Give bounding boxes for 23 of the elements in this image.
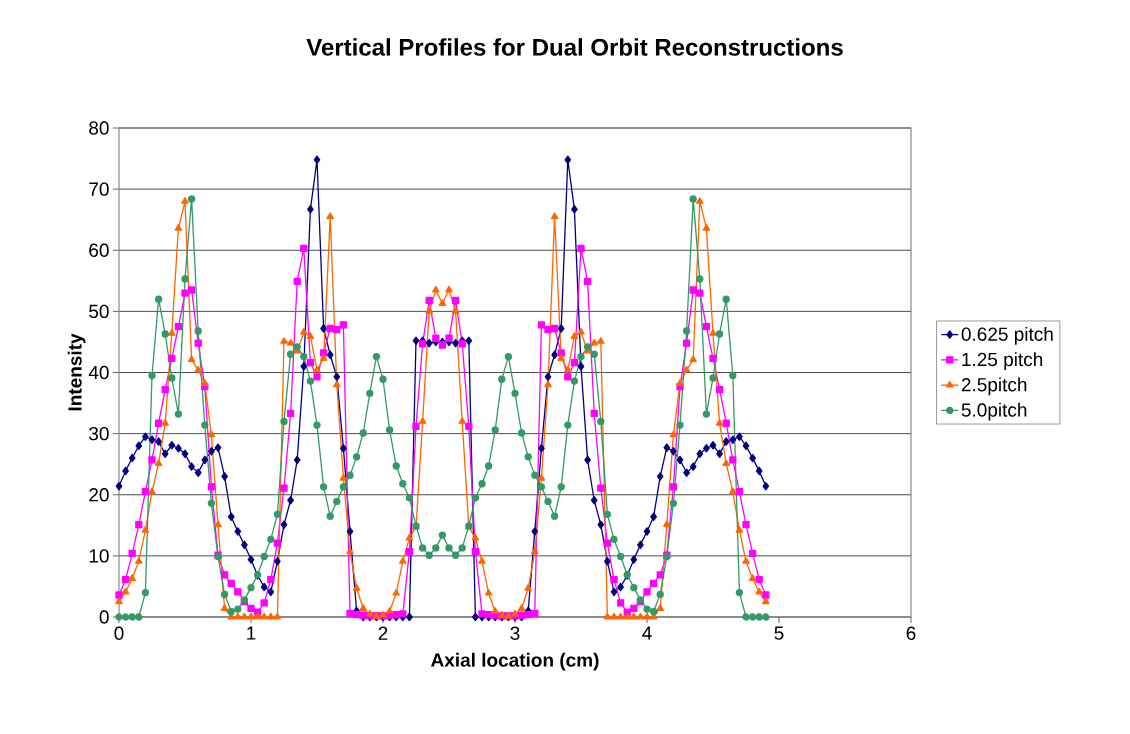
y-tick-label: 0: [99, 610, 109, 624]
legend-label: 2.5pitch: [961, 377, 1027, 396]
x-tick-label: 3: [510, 626, 520, 640]
x-tick-label: 4: [642, 626, 652, 640]
y-axis-title: Intensity: [67, 333, 86, 411]
legend-label: 0.625 pitch: [961, 326, 1053, 345]
y-tick-label: 30: [89, 426, 109, 441]
x-tick-label: 6: [906, 626, 916, 640]
x-tick-label: 2: [378, 626, 388, 640]
x-tick-label: 5: [774, 626, 784, 640]
y-tick-label: 40: [88, 365, 109, 380]
legend-label: 1.25 pitch: [962, 352, 1043, 370]
x-axis-title: Axial location (cm): [431, 652, 599, 671]
y-tick-label: 70: [89, 182, 109, 196]
legend-label: 5.0pitch: [961, 402, 1027, 421]
y-tick-label: 10: [89, 549, 109, 563]
y-tick-label: 60: [89, 243, 109, 257]
chart-title: Vertical Profiles for Dual Orbit Reconstructions: [306, 38, 843, 56]
x-tick-label: 1: [247, 626, 256, 640]
y-tick-label: 80: [89, 121, 109, 135]
y-tick-label: 50: [89, 304, 109, 319]
x-tick-label: 0: [114, 626, 124, 640]
y-tick-label: 20: [89, 488, 109, 502]
